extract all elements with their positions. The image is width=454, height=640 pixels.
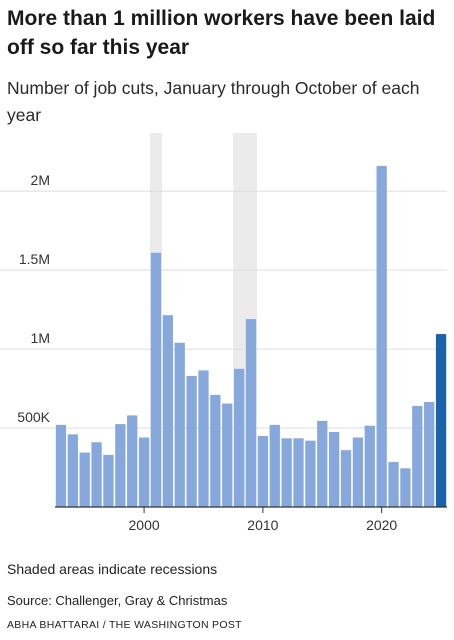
credit-line: ABHA BHATTARAI / THE WASHINGTON POST	[7, 619, 242, 631]
bar	[376, 165, 387, 507]
x-tick-label: 2020	[366, 517, 397, 533]
bar	[138, 437, 150, 507]
chart-title: More than 1 million workers have been la…	[7, 7, 436, 59]
bar	[352, 437, 364, 507]
bar	[245, 319, 257, 507]
bar	[174, 342, 185, 507]
bar	[150, 252, 162, 507]
bar	[257, 435, 269, 507]
bar	[329, 431, 340, 507]
bar	[435, 334, 447, 507]
bar	[424, 401, 435, 507]
bar	[412, 405, 423, 507]
chart-subtitle: Number of job cuts, January through Octo…	[7, 78, 420, 125]
job-cuts-bar-chart: 500K 1M 1.5M 2M 2000 2010 2020	[0, 133, 447, 533]
bar	[222, 403, 233, 507]
bar	[67, 434, 78, 507]
bar	[233, 368, 245, 507]
bar	[103, 454, 114, 507]
y-tick-label: 500K	[17, 409, 50, 425]
bar	[162, 315, 173, 507]
bar	[388, 461, 399, 507]
source-line: Source: Challenger, Gray & Christmas	[7, 593, 228, 608]
bar	[317, 420, 328, 507]
bar	[340, 450, 352, 507]
recession-note: Shaded areas indicate recessions	[7, 561, 218, 577]
bar	[91, 442, 102, 507]
y-tick-label: 1.5M	[19, 251, 50, 267]
bar	[127, 415, 138, 507]
bar	[364, 425, 375, 507]
bar	[400, 468, 411, 507]
x-tick-label: 2000	[129, 517, 160, 533]
bar	[198, 370, 209, 507]
bar	[305, 440, 316, 507]
y-tick-label: 1M	[31, 330, 50, 346]
bar	[115, 424, 126, 507]
bar	[210, 394, 221, 507]
y-tick-label: 2M	[31, 172, 50, 188]
bar	[281, 438, 292, 507]
bar	[269, 424, 280, 507]
x-tick-label: 2010	[247, 517, 278, 533]
bar	[293, 438, 304, 507]
bar	[186, 375, 197, 507]
bar	[79, 452, 90, 507]
bar	[55, 424, 67, 507]
